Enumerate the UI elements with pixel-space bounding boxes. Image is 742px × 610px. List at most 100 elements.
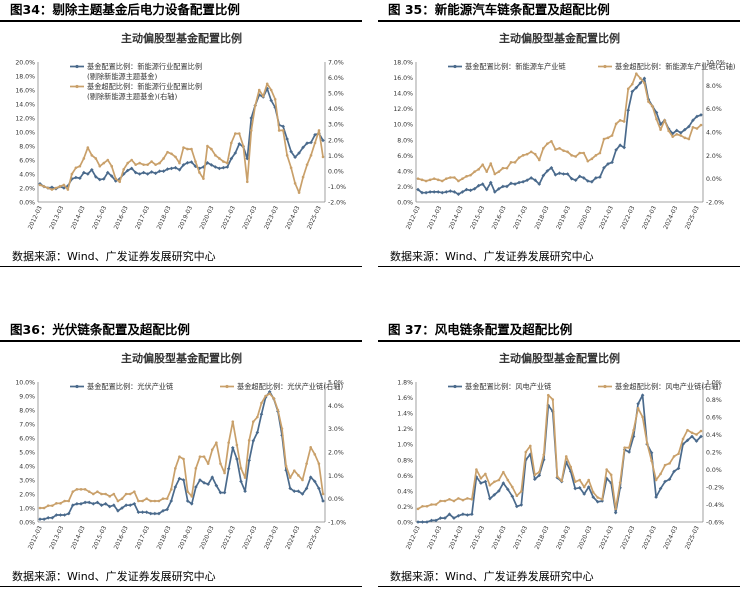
data-point (112, 492, 116, 496)
y-tick-label-left: 4.0% (19, 172, 35, 179)
data-point (63, 499, 66, 503)
data-point (231, 420, 235, 423)
data-point (285, 137, 289, 141)
data-point (428, 178, 432, 182)
data-point (610, 134, 614, 137)
data-point (104, 492, 107, 496)
data-point (317, 462, 321, 465)
data-point (297, 474, 300, 477)
data-point (590, 157, 594, 161)
data-point (582, 492, 587, 496)
data-point (233, 151, 238, 155)
data-point (687, 124, 691, 129)
data-point (122, 168, 126, 171)
data-point (614, 122, 618, 126)
data-point (475, 468, 478, 471)
data-point (130, 158, 133, 162)
y-tick-label-right: 10.0% (706, 60, 726, 67)
data-point (87, 490, 91, 493)
source-note: 数据来源：Wind、广发证券发展研究中心 (390, 570, 594, 583)
data-point (162, 157, 165, 160)
data-point (92, 492, 95, 496)
x-tick-label: 2020-03 (199, 525, 216, 551)
x-tick-label: 2012-03 (405, 205, 422, 231)
data-point (83, 500, 87, 505)
data-point (205, 161, 210, 165)
y-tick-label-left: 0.2% (397, 504, 413, 511)
data-point (289, 149, 293, 154)
y-tick-label-right: 0.6% (706, 415, 722, 422)
x-tick-label: 2021-03 (598, 525, 615, 551)
data-point (38, 517, 42, 521)
data-point (103, 502, 108, 506)
data-point (209, 163, 214, 167)
data-point (54, 186, 58, 190)
y-tick-label-left: 2.0% (397, 184, 413, 191)
y-tick-label-left: 0.0% (19, 520, 35, 527)
data-point (517, 180, 521, 185)
x-tick-label: 2018-03 (156, 525, 173, 551)
data-point (100, 492, 103, 496)
y-tick-label-left: 10.0% (15, 130, 35, 137)
data-point (465, 175, 468, 178)
data-point (317, 129, 321, 132)
data-point (145, 172, 150, 176)
data-point (546, 393, 550, 397)
y-tick-label-right: 1.0% (706, 380, 722, 387)
data-point (221, 165, 226, 170)
data-point (672, 455, 676, 458)
x-tick-label: 2023-03 (641, 525, 658, 551)
data-point (38, 506, 42, 510)
data-point (561, 172, 566, 176)
legend-label: 基金配置比例：新能源行业配置比例 (87, 62, 202, 71)
data-point (82, 170, 86, 175)
data-point (120, 497, 124, 500)
data-point (424, 190, 428, 195)
legend-label: 基金超配比例：新能源车产业链(右轴) (615, 62, 736, 71)
data-point (245, 156, 250, 161)
data-point (288, 476, 292, 479)
y-tick-label-left: 0.6% (397, 473, 413, 480)
data-point (153, 511, 157, 516)
data-point (255, 430, 260, 435)
data-point (154, 163, 157, 166)
x-tick-label: 2025-03 (684, 525, 701, 551)
x-tick-label: 2021-03 (598, 205, 615, 231)
data-point (79, 502, 83, 506)
x-tick-label: 2022-03 (619, 205, 636, 231)
data-point (281, 129, 285, 132)
data-point (489, 162, 493, 165)
y-tick-label-left: 8.0% (397, 137, 413, 144)
data-point (447, 512, 452, 517)
data-point (226, 467, 231, 471)
y-tick-label-left: 0.4% (397, 488, 413, 495)
data-point (219, 462, 222, 465)
data-point (613, 510, 618, 515)
x-tick-label: 2013-03 (426, 525, 443, 551)
y-tick-label-right: -2.0% (328, 200, 346, 207)
x-tick-label: 2024-03 (662, 205, 679, 231)
x-tick-label: 2021-03 (220, 205, 237, 231)
data-point (549, 165, 554, 170)
data-point (497, 489, 501, 493)
chart-fig34-svg: 主动偏股型基金配置比例 0.0% 2.0% 4.0% 6.0% 8.0% 10.0% 12.0… (15, 31, 346, 231)
data-point (260, 401, 263, 405)
y-tick-label-right: 4.0% (706, 130, 722, 137)
chart-panel-fig34: 图34：剔除主题基金后电力设备配置比例 主动偏股型基金配置比例 0.0% 2.0% 4… (0, 0, 362, 290)
data-point (510, 494, 515, 499)
data-point (685, 438, 690, 443)
data-point (699, 123, 703, 127)
data-point (461, 177, 464, 180)
data-point (86, 172, 90, 176)
data-point (529, 176, 533, 180)
data-point (554, 148, 557, 151)
data-point (46, 516, 51, 520)
data-point (144, 510, 149, 514)
data-point (591, 495, 595, 499)
y-tick-label-left: 9.0% (19, 394, 35, 401)
data-point (674, 128, 679, 133)
data-point (541, 173, 546, 178)
series-line-1 (417, 394, 702, 510)
data-point (432, 190, 436, 194)
data-point (551, 398, 555, 401)
